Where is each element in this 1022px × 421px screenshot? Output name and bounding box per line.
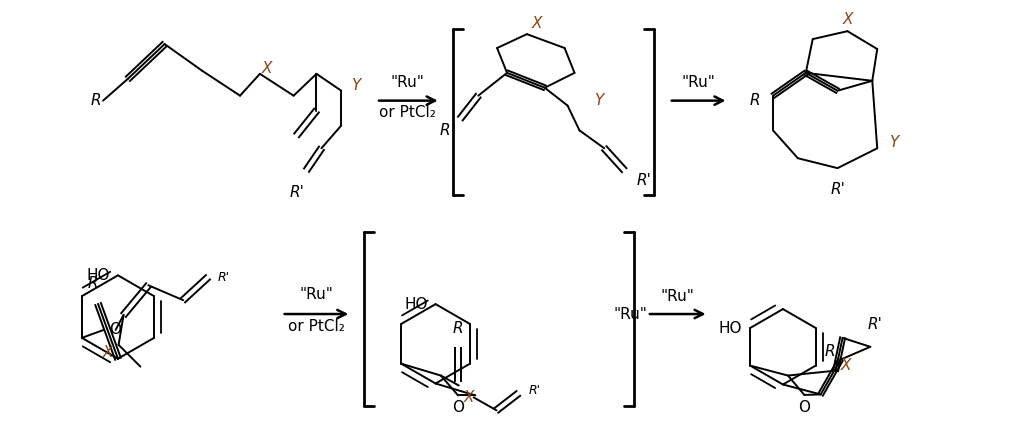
Text: R': R': [218, 271, 230, 284]
Text: or PtCl₂: or PtCl₂: [379, 105, 436, 120]
Text: X: X: [262, 61, 272, 76]
Text: Y: Y: [352, 78, 361, 93]
Text: HO: HO: [404, 297, 427, 312]
Text: X: X: [464, 390, 474, 405]
Text: R': R': [289, 185, 305, 200]
Text: X: X: [842, 12, 852, 27]
Text: O: O: [452, 400, 464, 416]
Text: Y: Y: [889, 135, 898, 150]
Text: R': R': [528, 384, 541, 397]
Text: X: X: [531, 16, 542, 31]
Text: O: O: [798, 400, 810, 415]
Text: X: X: [103, 345, 113, 360]
Text: R: R: [91, 93, 101, 108]
Text: R: R: [439, 123, 451, 138]
Text: "Ru": "Ru": [613, 306, 647, 322]
Text: "Ru": "Ru": [299, 287, 333, 302]
Text: R: R: [453, 321, 463, 336]
Text: HO: HO: [718, 321, 742, 336]
Text: HO: HO: [87, 268, 110, 283]
Text: X: X: [841, 358, 851, 373]
Text: R': R': [830, 182, 845, 197]
Text: R': R': [868, 317, 883, 332]
Text: O: O: [108, 322, 121, 337]
Text: Y: Y: [595, 93, 604, 108]
Text: R: R: [749, 93, 760, 108]
Text: R': R': [637, 173, 652, 187]
Text: "Ru": "Ru": [661, 289, 695, 304]
Text: R: R: [88, 276, 98, 291]
Text: "Ru": "Ru": [390, 75, 425, 90]
Text: "Ru": "Ru": [682, 75, 715, 90]
Text: R: R: [825, 344, 836, 359]
Text: or PtCl₂: or PtCl₂: [288, 320, 344, 334]
